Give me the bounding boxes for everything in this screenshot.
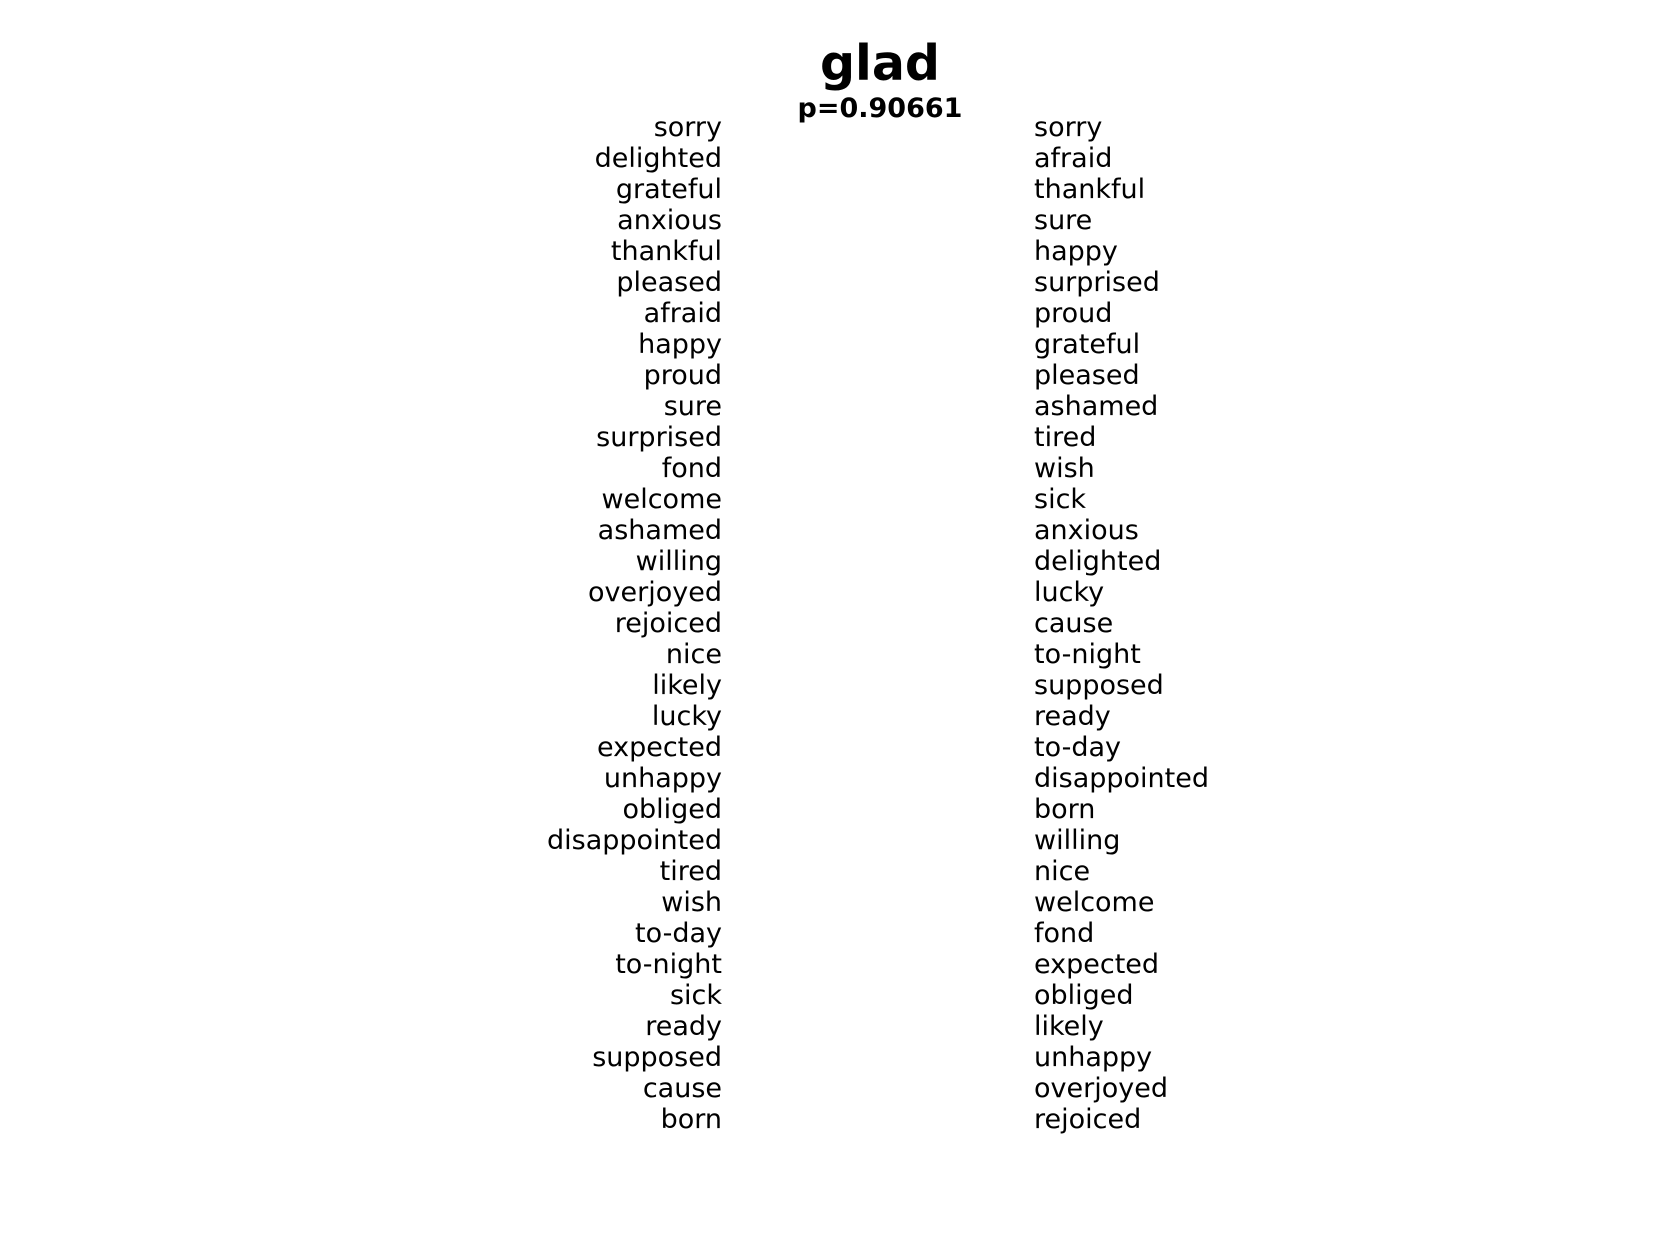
right-word-item: disappointed [1034,763,1209,794]
right-word-item: welcome [1034,887,1155,918]
left-word-item: lucky [651,701,722,732]
left-word-item: sick [669,980,722,1011]
left-word-item: rejoiced [614,608,722,639]
right-word-item: thankful [1034,174,1146,205]
left-word-item: surprised [596,422,722,453]
right-word-item: likely [1034,1011,1104,1042]
right-word-item: sorry [1034,112,1103,143]
left-word-item: ashamed [597,515,722,546]
right-word-item: tired [1034,422,1097,453]
left-word-item: willing [635,546,722,577]
left-word-item: to-day [634,918,722,949]
left-word-item: born [660,1104,722,1135]
left-word-item: afraid [643,298,722,329]
right-word-item: sure [1034,205,1093,236]
right-word-item: to-day [1034,732,1122,763]
left-word-item: unhappy [603,763,722,794]
left-word-item: fond [661,453,722,484]
left-word-item: delighted [594,143,722,174]
right-word-list: sorry afraid thankful sure happy surprised pro… [1034,112,1334,1135]
right-word-item: grateful [1034,329,1141,360]
right-word-item: unhappy [1034,1042,1153,1073]
left-word-item: tired [659,856,722,887]
right-word-item: wish [1034,453,1095,484]
right-word-item: born [1034,794,1096,825]
left-word-item: anxious [617,205,722,236]
right-word-item: cause [1034,608,1114,639]
right-word-item: proud [1034,298,1113,329]
right-word-item: surprised [1034,267,1160,298]
page-title: glad [819,35,940,92]
right-word-item: obliged [1034,980,1134,1011]
left-word-item: obliged [622,794,722,825]
right-word-item: ready [1034,701,1111,732]
left-word-item: grateful [615,174,722,205]
probability-subtitle: p=0.90661 [797,93,963,124]
left-word-item: supposed [592,1042,722,1073]
left-word-item: welcome [601,484,722,515]
left-word-item: proud [643,360,722,391]
right-word-item: lucky [1034,577,1105,608]
left-word-item: wish [661,887,722,918]
left-word-item: pleased [616,267,722,298]
left-word-item: happy [638,329,722,360]
left-word-item: likely [652,670,722,701]
left-word-item: disappointed [547,825,722,856]
left-word-item: nice [665,639,722,670]
right-word-item: sick [1034,484,1087,515]
right-word-item: happy [1034,236,1118,267]
right-word-item: nice [1034,856,1091,887]
left-word-item: expected [596,732,722,763]
left-word-item: sure [663,391,722,422]
left-word-item: thankful [610,236,722,267]
right-word-item: rejoiced [1034,1104,1142,1135]
right-word-item: willing [1034,825,1121,856]
left-word-item: cause [642,1073,722,1104]
right-word-item: delighted [1034,546,1162,577]
right-word-item: overjoyed [1034,1073,1168,1104]
right-word-item: supposed [1034,670,1164,701]
right-word-item: anxious [1034,515,1139,546]
right-word-item: afraid [1034,143,1113,174]
right-word-item: to-night [1034,639,1141,670]
left-word-item: overjoyed [588,577,722,608]
right-word-item: expected [1034,949,1160,980]
right-word-item: ashamed [1034,391,1159,422]
left-word-item: ready [645,1011,722,1042]
left-word-list: sorry delighted grateful anxious thankful ple… [500,112,722,1135]
left-word-item: sorry [653,112,722,143]
left-word-item: to-night [615,949,722,980]
right-word-item: fond [1034,918,1095,949]
right-word-item: pleased [1034,360,1140,391]
